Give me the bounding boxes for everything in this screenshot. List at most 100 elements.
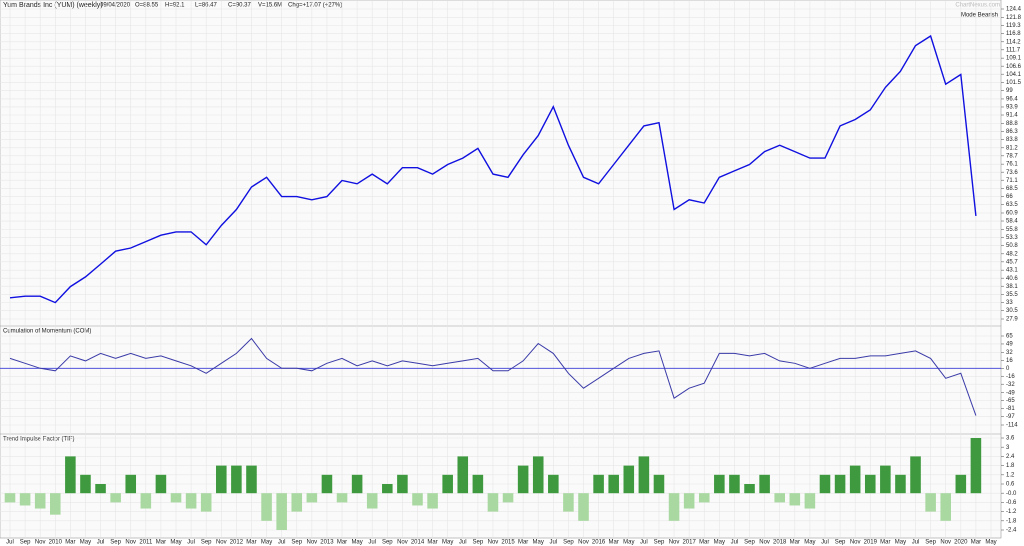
x-tick-label: Jul bbox=[368, 540, 376, 546]
x-tick-label: 2012 bbox=[230, 540, 244, 546]
y-tick-label: -49 bbox=[1006, 390, 1015, 396]
y-tick-label: 33 bbox=[1006, 300, 1013, 306]
x-tick-label: Nov bbox=[35, 540, 46, 546]
x-tick-label: Mar bbox=[518, 540, 528, 546]
bar bbox=[246, 465, 257, 494]
x-tick-label: May bbox=[985, 540, 996, 546]
y-tick-label: 66 bbox=[1006, 194, 1013, 200]
bar bbox=[336, 493, 348, 503]
bar bbox=[638, 456, 650, 494]
y-tick-label: -0.6 bbox=[1006, 500, 1017, 506]
y-tick-label: 35.5 bbox=[1006, 292, 1018, 298]
y-tick-label: 121.8 bbox=[1006, 15, 1022, 21]
bar bbox=[744, 484, 755, 494]
bar bbox=[65, 456, 76, 494]
bar bbox=[668, 493, 680, 521]
bar bbox=[517, 465, 529, 494]
bar bbox=[789, 493, 801, 506]
y-tick-label: 0.6 bbox=[1006, 482, 1015, 488]
bar bbox=[216, 465, 227, 494]
x-tick-label: May bbox=[714, 540, 725, 546]
y-tick-label: 1.8 bbox=[1006, 463, 1015, 469]
y-tick-label: 119.3 bbox=[1006, 23, 1021, 29]
bar bbox=[608, 474, 619, 494]
bar bbox=[698, 493, 710, 503]
y-tick-label: 124.4 bbox=[1006, 7, 1022, 13]
y-tick-label: 53.3 bbox=[1006, 235, 1018, 241]
x-tick-label: Nov bbox=[216, 540, 227, 546]
y-tick-label: 43.1 bbox=[1006, 268, 1018, 274]
info-item: C=90.37 bbox=[228, 3, 252, 9]
x-tick-label: Jul bbox=[459, 540, 467, 546]
plot-frame bbox=[0, 0, 1002, 539]
y-tick-label: 55.8 bbox=[1006, 227, 1018, 233]
bar bbox=[457, 456, 469, 494]
bar bbox=[366, 493, 378, 509]
bar bbox=[834, 474, 846, 494]
y-tick-label: 101.5 bbox=[1006, 80, 1022, 86]
y-tick-label: 27.9 bbox=[1006, 317, 1018, 323]
series-line bbox=[9, 337, 977, 416]
y-tick-label: -1.2 bbox=[1006, 509, 1017, 515]
info-item: Chg=+17.07 (+27%) bbox=[288, 3, 342, 9]
y-tick-label: 30.5 bbox=[1006, 308, 1018, 314]
x-tick-label: Sep bbox=[382, 540, 393, 546]
x-tick-label: 2017 bbox=[682, 540, 696, 546]
x-tick-label: Jul bbox=[549, 540, 557, 546]
x-tick-label: 2016 bbox=[592, 540, 606, 546]
y-tick-label: 76.1 bbox=[1006, 162, 1018, 168]
x-tick-label: Nov bbox=[307, 540, 318, 546]
bar bbox=[683, 493, 695, 509]
bar bbox=[729, 474, 740, 494]
y-tick-label: 49 bbox=[1006, 342, 1013, 348]
x-tick-label: May bbox=[804, 540, 815, 546]
y-tick-label: 2.4 bbox=[1006, 454, 1015, 460]
x-tick-label: Jul bbox=[912, 540, 920, 546]
bar bbox=[276, 493, 287, 530]
x-tick-label: 2015 bbox=[501, 540, 515, 546]
y-tick-label: 71.1 bbox=[1006, 178, 1018, 184]
mode-label: Mode Bearish bbox=[961, 13, 998, 19]
y-tick-label: 38.1 bbox=[1006, 284, 1018, 290]
bar bbox=[351, 474, 363, 494]
y-tick-label: 0 bbox=[1006, 366, 1010, 372]
x-tick-label: Mar bbox=[609, 540, 619, 546]
y-tick-label: 60.9 bbox=[1006, 211, 1018, 217]
bar bbox=[819, 474, 831, 494]
bar bbox=[427, 493, 438, 509]
x-tick-label: Sep bbox=[835, 540, 846, 546]
x-tick-label: Sep bbox=[925, 540, 936, 546]
bar bbox=[925, 493, 936, 512]
bar bbox=[864, 474, 876, 494]
bar bbox=[231, 465, 242, 494]
bar bbox=[849, 465, 861, 494]
y-tick-label: 32 bbox=[1006, 350, 1013, 356]
x-tick-label: Sep bbox=[744, 540, 755, 546]
x-tick-label: 2011 bbox=[139, 540, 153, 546]
chart-title: Yum Brands Inc (YUM) (weekly) bbox=[3, 2, 103, 9]
x-tick-label: 2020 bbox=[954, 540, 968, 546]
bar bbox=[382, 484, 393, 494]
y-tick-label: 88.8 bbox=[1006, 121, 1018, 127]
bar bbox=[472, 474, 484, 494]
y-tick-label: 65 bbox=[1006, 334, 1013, 340]
y-tick-label: -114 bbox=[1006, 423, 1018, 429]
x-tick-label: Mar bbox=[971, 540, 981, 546]
x-tick-label: Sep bbox=[110, 540, 121, 546]
y-tick-label: -65 bbox=[1006, 398, 1015, 404]
y-tick-label: -0.0 bbox=[1006, 491, 1017, 497]
x-tick-label: Nov bbox=[397, 540, 408, 546]
y-tick-label: 96.4 bbox=[1006, 97, 1018, 103]
x-tick-label: 2019 bbox=[864, 540, 878, 546]
x-tick-label: May bbox=[261, 540, 272, 546]
x-tick-label: Jul bbox=[278, 540, 286, 546]
x-tick-label: May bbox=[80, 540, 91, 546]
x-tick-label: Sep bbox=[201, 540, 212, 546]
bar bbox=[321, 474, 333, 494]
x-tick-label: Nov bbox=[669, 540, 680, 546]
x-tick-label: Mar bbox=[246, 540, 256, 546]
y-tick-label: 3 bbox=[1006, 445, 1010, 451]
watermark: ChartNexus.com bbox=[955, 3, 1000, 9]
bar bbox=[125, 474, 137, 494]
